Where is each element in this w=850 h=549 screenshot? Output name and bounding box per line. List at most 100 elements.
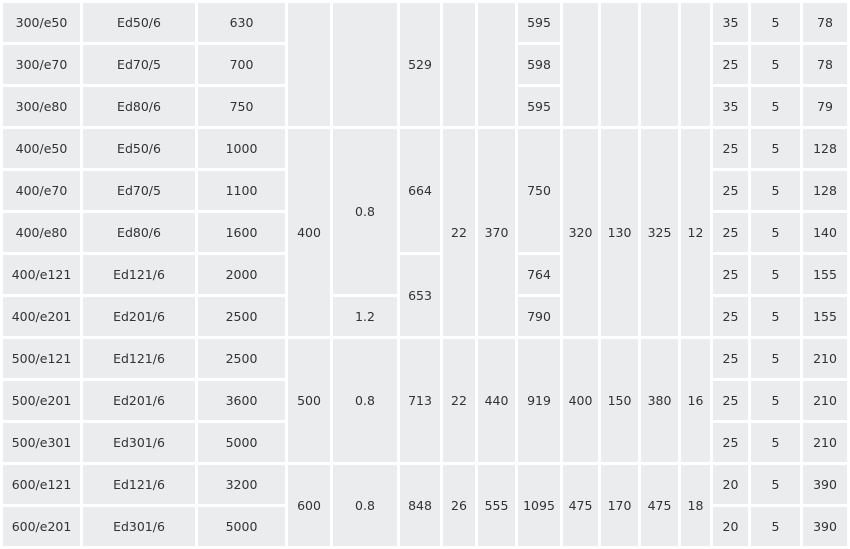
table-cell: 25 — [713, 297, 748, 336]
table-cell: 25 — [713, 381, 748, 420]
table-cell: Ed121/6 — [83, 339, 195, 378]
table-cell: 35 — [713, 3, 748, 42]
table-cell: 35 — [713, 87, 748, 126]
table-cell: 0.8 — [333, 339, 397, 462]
table-cell: 5 — [751, 507, 800, 546]
table-cell: 25 — [713, 213, 748, 252]
table-cell: 595 — [518, 87, 560, 126]
table-cell: 5 — [751, 3, 800, 42]
table-cell: 440 — [478, 339, 515, 462]
table-cell: Ed80/6 — [83, 213, 195, 252]
table-cell: 25 — [713, 129, 748, 168]
table-cell: 790 — [518, 297, 560, 336]
table-cell: 12 — [681, 129, 710, 336]
table-cell: 16 — [681, 339, 710, 462]
table-cell: 653 — [400, 255, 440, 336]
table-cell: 630 — [198, 3, 285, 42]
table-cell: 2000 — [198, 255, 285, 294]
table-cell: 1100 — [198, 171, 285, 210]
table-cell: 150 — [601, 339, 638, 462]
table-cell: 210 — [803, 423, 847, 462]
table-row: 300/e80 Ed80/6 750 595 35 5 79 — [3, 87, 847, 126]
table-row: 600/e121 Ed121/6 3200 600 0.8 848 26 555 1095 475… — [3, 465, 847, 546]
table-cell — [601, 3, 638, 126]
table-cell: 25 — [713, 171, 748, 210]
table-cell: 1.2 — [333, 297, 397, 336]
table-cell: 79 — [803, 87, 847, 126]
table-row: 400/e201 Ed201/6 2500 1.2 790 25 5 155 — [3, 297, 847, 336]
table-cell — [478, 3, 515, 126]
table-cell: 390 — [803, 507, 847, 546]
table-cell — [288, 3, 330, 126]
table-cell — [443, 3, 475, 126]
table-cell: 210 — [803, 381, 847, 420]
table-cell: 25 — [713, 339, 748, 378]
table-cell: 22 — [443, 129, 475, 336]
table-cell: 5 — [751, 381, 800, 420]
table-row: 400/e70 Ed70/5 1100 25 5 128 — [3, 171, 847, 210]
table-cell: 22 — [443, 339, 475, 462]
table-row: 300/e70 Ed70/5 700 598 25 5 78 — [3, 45, 847, 84]
table-cell: 5000 — [198, 423, 285, 462]
table-cell: 919 — [518, 339, 560, 462]
table-cell — [563, 3, 598, 126]
table-cell: 2500 — [198, 297, 285, 336]
table-cell: 595 — [518, 3, 560, 42]
table-cell: 764 — [518, 255, 560, 294]
table-cell: Ed301/6 — [83, 507, 195, 546]
table-cell: 128 — [803, 129, 847, 168]
table-row: 600/e201 Ed301/6 5000 20 5 390 — [3, 507, 847, 546]
table-cell: Ed80/6 — [83, 87, 195, 126]
table-cell: 500/e201 — [3, 381, 80, 420]
table-body: 300/e50 Ed50/6 630 529 595 35 5 78 300/e70 Ed70/5… — [3, 3, 847, 546]
table-cell: 130 — [601, 129, 638, 336]
table-cell — [681, 3, 710, 126]
table-cell: 5 — [751, 213, 800, 252]
table-cell: 1600 — [198, 213, 285, 252]
table-cell: 750 — [518, 129, 560, 252]
table-cell: 5 — [751, 87, 800, 126]
table-cell: 400/e80 — [3, 213, 80, 252]
table-cell: 475 — [563, 465, 598, 546]
table-cell: 5 — [751, 339, 800, 378]
table-cell: 20 — [713, 465, 748, 504]
table-cell: Ed121/6 — [83, 465, 195, 504]
table-cell: 5 — [751, 297, 800, 336]
table-cell: 600/e201 — [3, 507, 80, 546]
table-cell: 5 — [751, 255, 800, 294]
table-cell: 713 — [400, 339, 440, 462]
table-cell: 400 — [563, 339, 598, 462]
table-cell: 500/e121 — [3, 339, 80, 378]
table-cell: 3200 — [198, 465, 285, 504]
table-cell: 5 — [751, 171, 800, 210]
table-cell: 380 — [641, 339, 678, 462]
table-cell: 25 — [713, 423, 748, 462]
table-cell: 5000 — [198, 507, 285, 546]
table-cell: 1095 — [518, 465, 560, 546]
table-cell: 78 — [803, 45, 847, 84]
table-row: 400/e121 Ed121/6 2000 653 764 25 5 155 — [3, 255, 847, 336]
table-cell: 400/e201 — [3, 297, 80, 336]
table-cell: 300/e80 — [3, 87, 80, 126]
table-cell: 664 — [400, 129, 440, 252]
table-cell: 0.8 — [333, 465, 397, 546]
table-cell: 598 — [518, 45, 560, 84]
table-cell — [641, 3, 678, 126]
table-cell: 25 — [713, 255, 748, 294]
table-cell: 25 — [713, 45, 748, 84]
table-cell — [333, 3, 397, 126]
table-cell: 370 — [478, 129, 515, 336]
table-cell: Ed70/5 — [83, 45, 195, 84]
table-cell: Ed201/6 — [83, 381, 195, 420]
table-row: 500/e301 Ed301/6 5000 25 5 210 — [3, 423, 847, 462]
table-cell: 3600 — [198, 381, 285, 420]
table-cell: 300/e50 — [3, 3, 80, 42]
table-cell: 320 — [563, 129, 598, 336]
table-cell: Ed201/6 — [83, 297, 195, 336]
table-cell: 325 — [641, 129, 678, 336]
table-cell: 555 — [478, 465, 515, 546]
table-cell: 500 — [288, 339, 330, 462]
table-cell: Ed301/6 — [83, 423, 195, 462]
table-cell: 529 — [400, 3, 440, 126]
